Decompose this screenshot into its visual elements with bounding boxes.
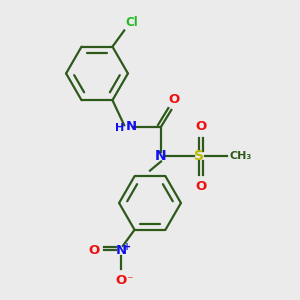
Text: O: O <box>116 274 127 287</box>
Text: CH₃: CH₃ <box>230 151 252 161</box>
Text: S: S <box>194 149 204 163</box>
Text: N: N <box>126 120 137 133</box>
Text: N: N <box>116 244 127 257</box>
Text: ⁻: ⁻ <box>127 274 133 287</box>
Text: H: H <box>115 123 124 133</box>
Text: O: O <box>195 180 206 193</box>
Text: O: O <box>88 244 99 257</box>
Text: O: O <box>169 93 180 106</box>
Text: O: O <box>195 120 206 133</box>
Text: Cl: Cl <box>125 16 138 29</box>
Text: +: + <box>122 242 131 252</box>
Text: N: N <box>155 149 167 163</box>
